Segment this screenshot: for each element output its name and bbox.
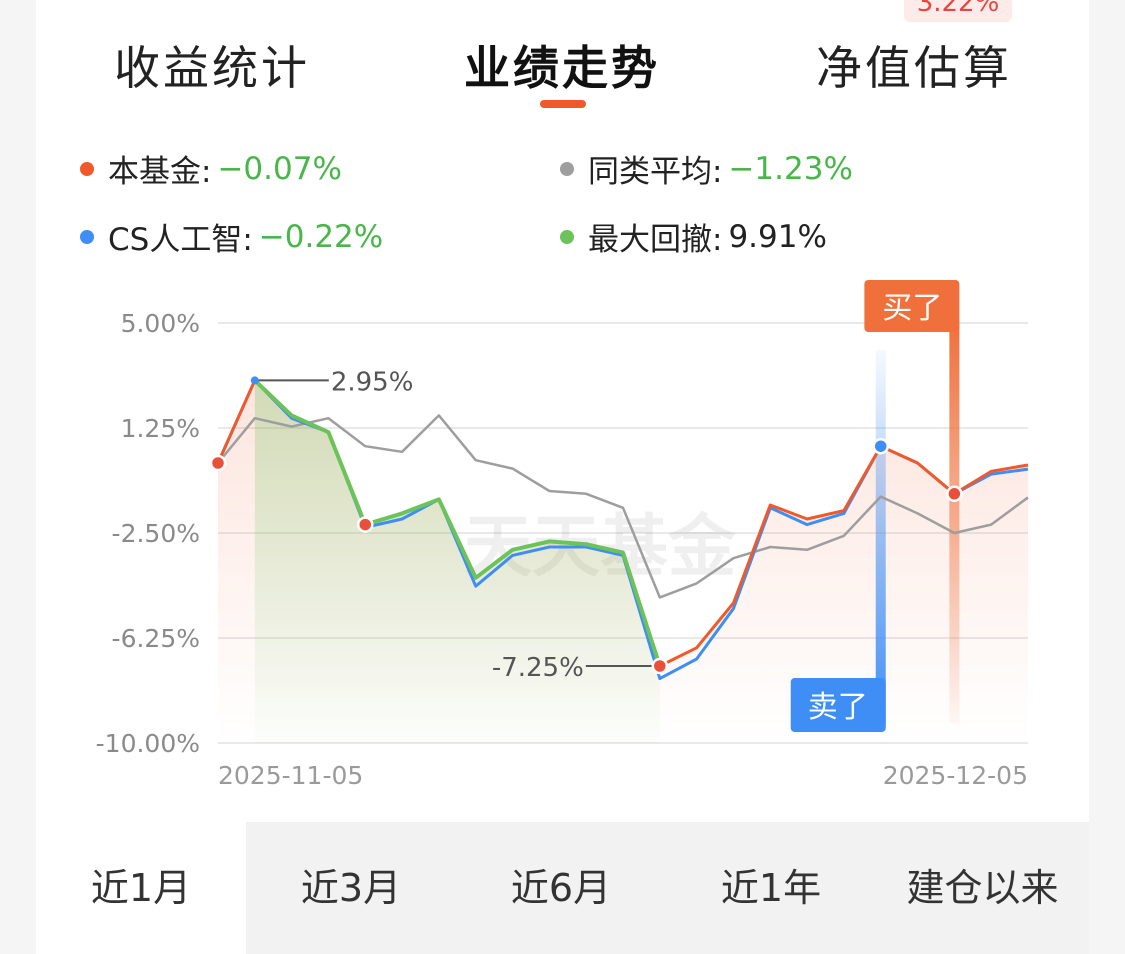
performance-chart[interactable]: 5.00% 1.25% -2.50% -6.25% -10.00% 2025-11-05 2… bbox=[0, 0, 1125, 820]
period-tab-1m[interactable]: 近1月 bbox=[36, 822, 246, 954]
y-tick-label: -10.00% bbox=[96, 729, 200, 758]
legend-index: CS人工智: −0.22% bbox=[80, 214, 383, 259]
category-avg-line bbox=[217, 414, 1029, 599]
y-tick-label: -6.25% bbox=[112, 624, 200, 653]
x-tick-label: 2025-11-05 bbox=[218, 761, 363, 790]
buy-marker-bar bbox=[949, 323, 960, 723]
sell-point bbox=[872, 437, 889, 455]
sell-marker-bar bbox=[875, 350, 886, 725]
y-tick-label: -2.50% bbox=[112, 519, 200, 548]
legend-fund-dot bbox=[80, 161, 94, 176]
peak-point bbox=[250, 376, 259, 385]
x-tick-label: 2025-12-05 bbox=[883, 761, 1028, 790]
drawdown-area bbox=[254, 380, 660, 743]
sell-flag-label: 卖了 bbox=[808, 690, 868, 725]
tab-performance-trend[interactable]: 业绩走势 bbox=[464, 41, 660, 95]
tab-income-stats[interactable]: 收益统计 bbox=[114, 41, 310, 95]
legend-max-drawdown-label: 最大回撤: bbox=[588, 222, 723, 258]
y-tick-label: 5.00% bbox=[121, 309, 200, 338]
buy-flag bbox=[864, 280, 960, 332]
legend-fund: 本基金: −0.07% bbox=[80, 146, 342, 191]
legend-fund-label: 本基金: bbox=[108, 154, 212, 190]
data-point bbox=[357, 516, 374, 533]
legend-max-drawdown: 最大回撤: 9.91% bbox=[560, 214, 827, 259]
legend-category-avg-dot bbox=[560, 161, 574, 176]
legend-index-label: CS人工智: bbox=[108, 222, 253, 258]
legend-index-dot bbox=[80, 229, 94, 244]
legend-max-drawdown-dot bbox=[560, 229, 574, 244]
y-tick-label: 1.25% bbox=[121, 414, 200, 443]
legend-category-avg: 同类平均: −1.23% bbox=[560, 146, 853, 191]
annotation-min-label: -7.25% bbox=[492, 653, 584, 683]
tab-nav-estimate[interactable]: 净值估算 bbox=[816, 41, 1012, 95]
legend-index-value: −0.22% bbox=[258, 218, 384, 255]
drawdown-line bbox=[253, 378, 662, 667]
estimate-badge: 3.22% bbox=[904, 0, 1012, 22]
annotation-max-label: 2.95% bbox=[331, 367, 414, 397]
buy-point bbox=[946, 485, 963, 503]
period-tab-3m[interactable]: 近3月 bbox=[300, 866, 402, 910]
min-point bbox=[651, 657, 669, 675]
active-tab-indicator bbox=[540, 100, 586, 108]
period-tab-6m[interactable]: 近6月 bbox=[510, 866, 612, 910]
period-tab-bar: 近1月 近3月 近6月 近1年 建仓以来 bbox=[36, 822, 1089, 954]
start-point bbox=[209, 454, 227, 472]
legend-fund-value: −0.07% bbox=[217, 150, 342, 187]
period-tab-1y[interactable]: 近1年 bbox=[720, 866, 822, 910]
sell-flag bbox=[790, 678, 886, 732]
period-tab-since-inception[interactable]: 建仓以来 bbox=[906, 866, 1059, 910]
buy-flag-label: 买了 bbox=[882, 291, 942, 326]
legend-max-drawdown-value: 9.91% bbox=[728, 218, 827, 255]
legend-category-avg-label: 同类平均: bbox=[588, 154, 723, 190]
legend-category-avg-value: −1.23% bbox=[728, 150, 853, 187]
